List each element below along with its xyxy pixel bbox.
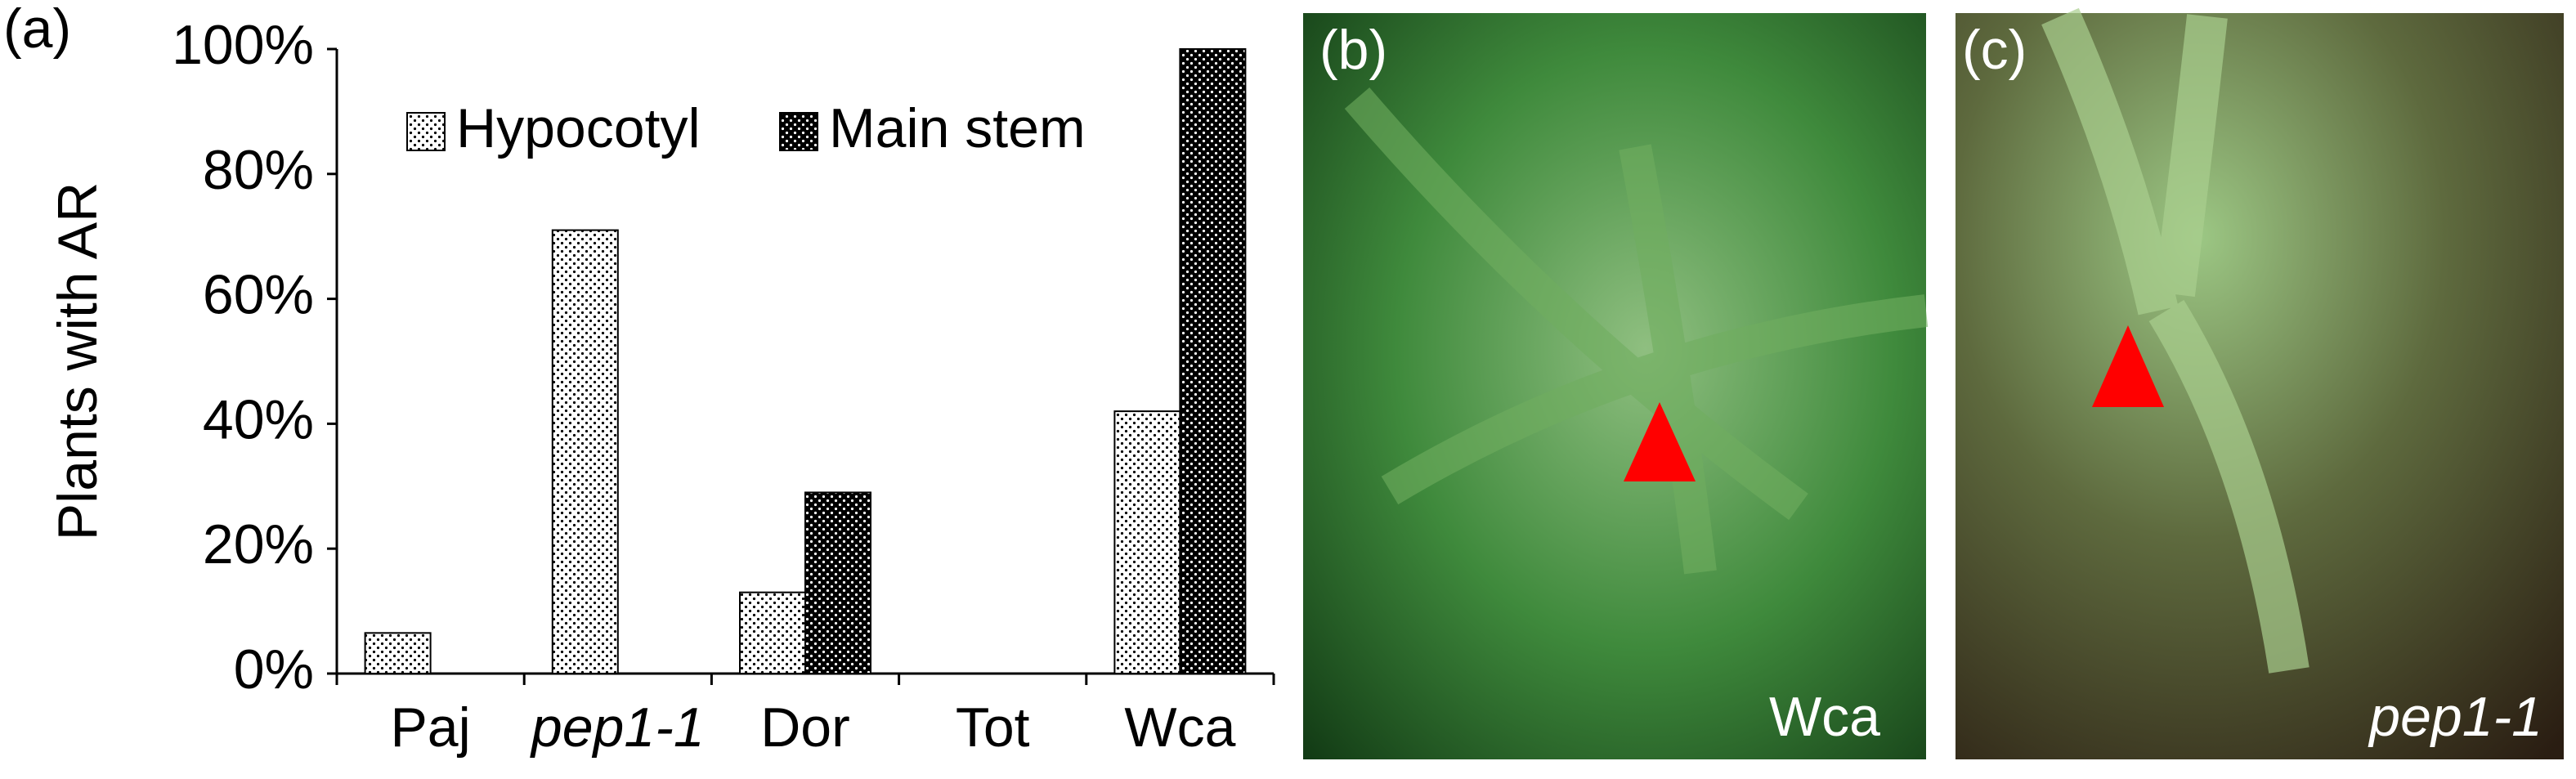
x-tick-label: Dor	[760, 696, 850, 759]
stem	[1344, 87, 1929, 575]
bar	[364, 632, 432, 675]
y-axis-title: Plants with AR	[47, 182, 109, 540]
x-tick-label: Wca	[1124, 696, 1235, 759]
photo-b: (b) Wca	[1303, 13, 1929, 759]
arrowhead	[2092, 325, 2164, 407]
y-tick-label: 100%	[172, 14, 314, 76]
bar	[739, 591, 806, 674]
legend-swatch	[779, 112, 818, 151]
y-tick-label: 0%	[234, 638, 314, 701]
y-tick-label: 20%	[203, 513, 314, 575]
caption: pep1-1	[2368, 686, 2542, 748]
y-tick-label: 40%	[203, 388, 314, 450]
x-tick-label: Paj	[390, 696, 470, 759]
panel-label: (c)	[1962, 19, 2027, 81]
legend-label: Main stem	[829, 97, 1086, 159]
bar	[551, 229, 619, 674]
legend-label: Hypocotyl	[456, 97, 701, 159]
x-tick-label: pep1-1	[530, 696, 705, 759]
bar	[1179, 48, 1247, 674]
photo-c: (c) pep1-1	[1956, 7, 2564, 759]
caption: Wca	[1769, 686, 1880, 748]
x-tick-label: Tot	[956, 696, 1030, 759]
y-tick-label: 80%	[203, 139, 314, 201]
stem	[2041, 7, 2309, 674]
photo	[1956, 13, 2564, 759]
bar	[804, 491, 871, 674]
bar	[1113, 410, 1181, 674]
y-tick-label: 60%	[203, 264, 314, 326]
arrowhead	[1624, 402, 1696, 481]
panel-label: (b)	[1319, 19, 1387, 81]
legend-swatch	[406, 112, 446, 151]
panel-label: (a)	[3, 0, 71, 60]
